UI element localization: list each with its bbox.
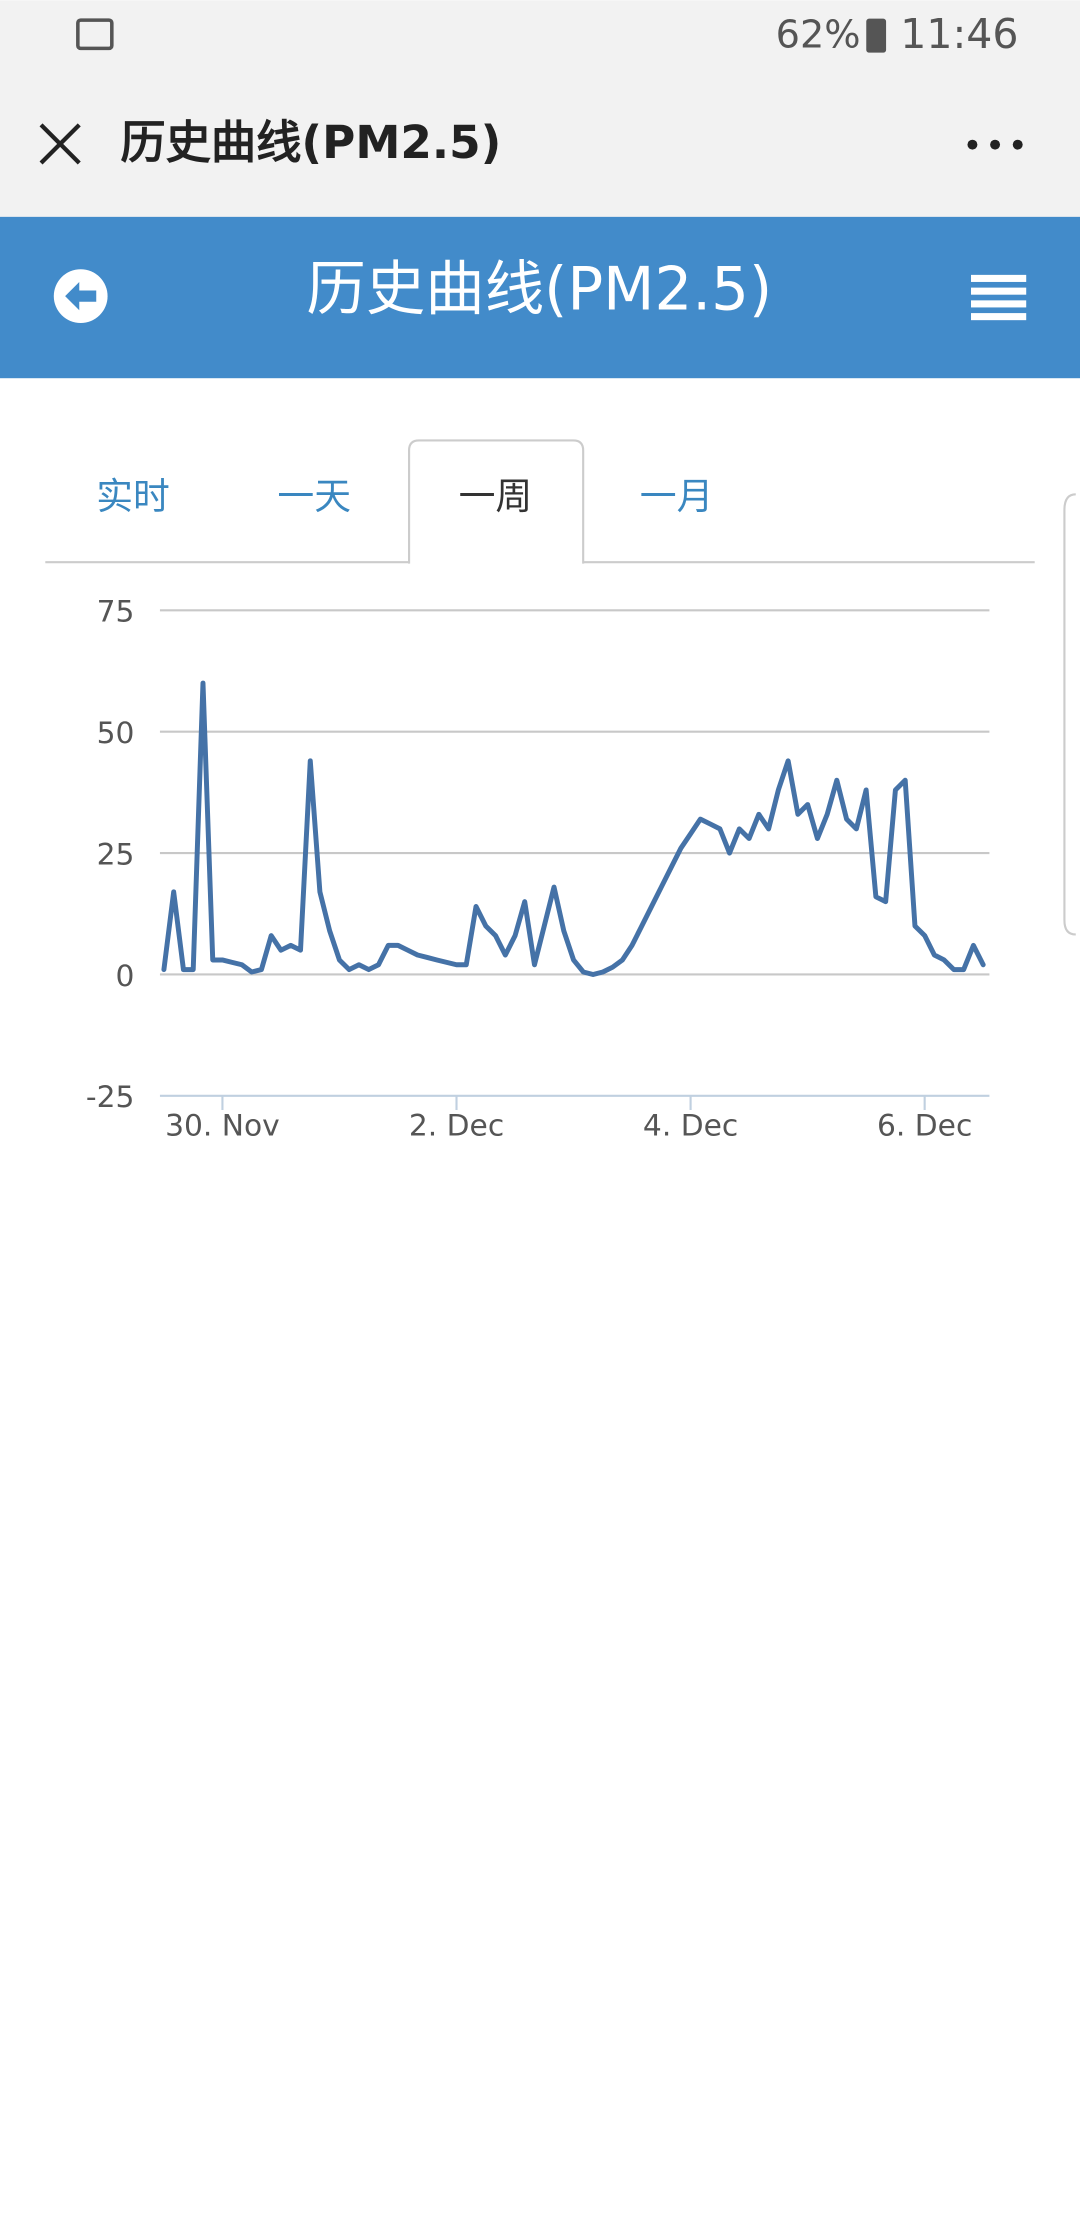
y-tick-label: 0 xyxy=(116,959,135,994)
active-tab xyxy=(408,439,585,564)
more-button[interactable] xyxy=(967,139,1023,150)
gallery-icon xyxy=(76,18,114,51)
header xyxy=(0,216,1080,379)
active-tab-gap xyxy=(410,560,582,566)
top-bar xyxy=(0,0,1080,217)
tab[interactable]: 一天 xyxy=(277,475,351,518)
x-tick-label: 6. Dec xyxy=(877,1108,972,1143)
x-tick-label: 30. Nov xyxy=(165,1108,280,1143)
x-tick-label: 2. Dec xyxy=(409,1108,504,1143)
x-tick-label: 4. Dec xyxy=(643,1108,738,1143)
y-tick-label: 25 xyxy=(97,837,135,872)
header-title: 历史曲线(PM2.5) xyxy=(306,255,772,324)
tab[interactable]: 一周 xyxy=(459,475,533,518)
app-bar-title: 历史曲线(PM2.5) xyxy=(120,116,501,169)
y-tick-label: 75 xyxy=(97,595,135,630)
close-button[interactable] xyxy=(39,123,81,165)
tab[interactable]: 一月 xyxy=(640,475,714,518)
back-button[interactable] xyxy=(53,269,108,324)
battery-text: 62% xyxy=(776,14,861,58)
data-line xyxy=(161,680,986,978)
clock: 11:46 xyxy=(900,10,1018,58)
tab[interactable]: 实时 xyxy=(96,475,170,518)
battery-icon xyxy=(866,18,887,53)
y-tick-label: -25 xyxy=(86,1080,135,1115)
y-tick-label: 50 xyxy=(97,716,135,751)
menu-button[interactable] xyxy=(971,274,1027,321)
side-panel xyxy=(1063,493,1076,936)
